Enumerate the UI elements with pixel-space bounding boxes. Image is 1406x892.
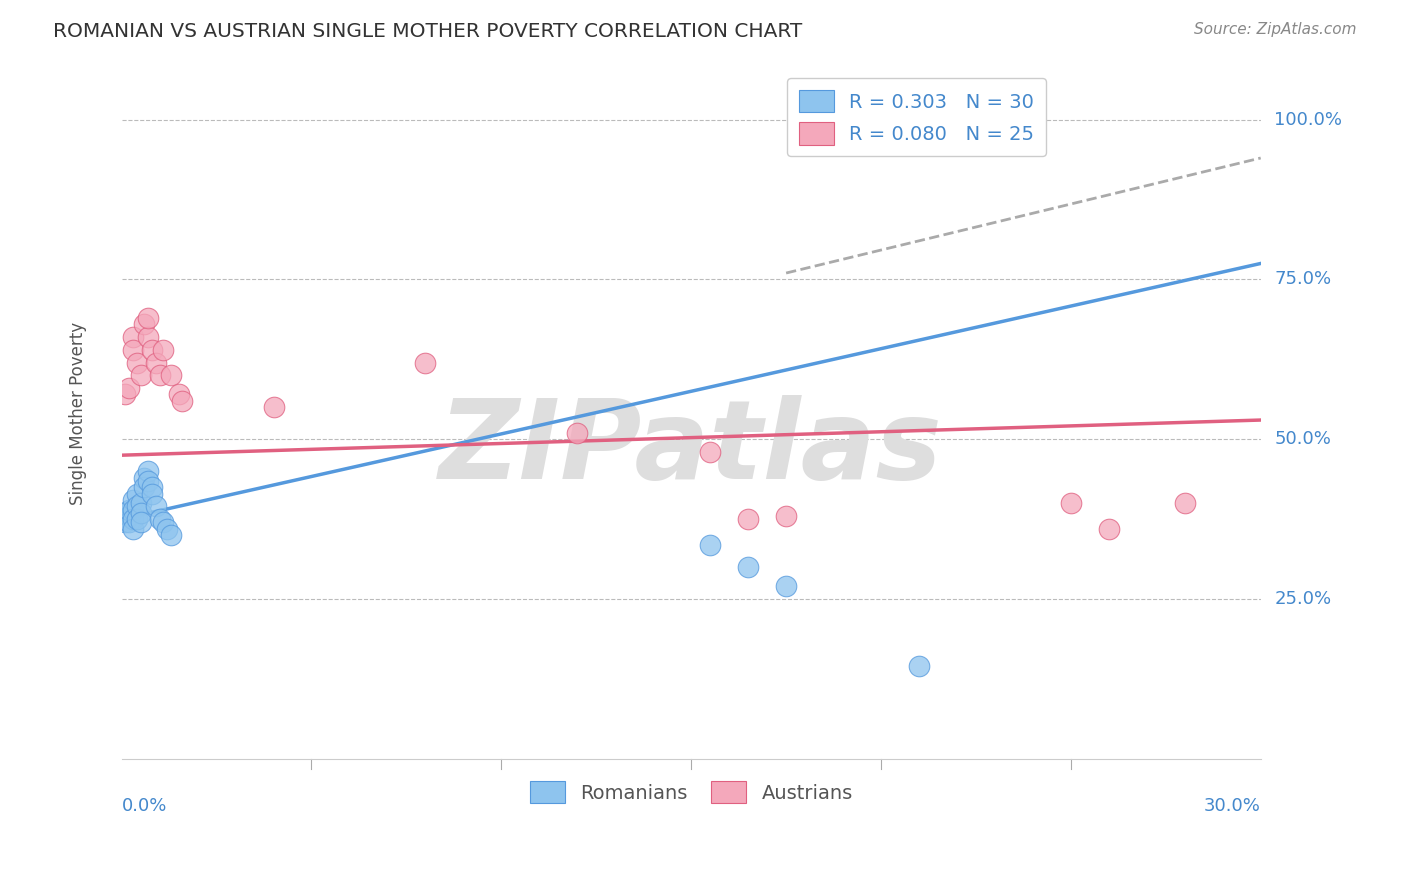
Text: 75.0%: 75.0% (1274, 270, 1331, 288)
Point (145, 355, 167, 369)
Point (134, 470, 156, 484)
Point (141, 486, 163, 500)
Point (125, 500, 148, 514)
Point (167, 387, 190, 401)
Text: 50.0%: 50.0% (1274, 430, 1331, 448)
Point (136, 474, 159, 488)
Point (114, 516, 136, 530)
Point (118, 508, 141, 523)
Point (129, 368, 152, 383)
Text: 0.0%: 0.0% (122, 797, 167, 814)
Point (122, 522, 145, 536)
Point (149, 368, 172, 383)
Point (1098, 522, 1121, 536)
Point (699, 445, 721, 459)
Point (122, 330, 145, 344)
Point (129, 516, 152, 530)
Legend: Romanians, Austrians: Romanians, Austrians (522, 773, 860, 811)
Point (114, 506, 136, 520)
Text: Single Mother Poverty: Single Mother Poverty (69, 322, 87, 505)
Point (122, 512, 145, 526)
Point (118, 502, 141, 516)
Point (136, 310, 159, 325)
Point (125, 512, 148, 526)
Point (114, 387, 136, 401)
Point (141, 343, 163, 357)
Point (160, 528, 183, 542)
Point (567, 425, 589, 440)
Point (122, 492, 145, 507)
Point (737, 560, 759, 574)
Point (141, 480, 163, 494)
Point (415, 355, 437, 369)
Point (149, 512, 172, 526)
Point (129, 496, 152, 510)
Point (152, 343, 174, 357)
Text: ROMANIAN VS AUSTRIAN SINGLE MOTHER POVERTY CORRELATION CHART: ROMANIAN VS AUSTRIAN SINGLE MOTHER POVER… (53, 22, 803, 41)
Point (172, 393, 194, 408)
Point (1174, 496, 1197, 510)
Point (122, 502, 145, 516)
Point (129, 506, 152, 520)
Text: ZIPatlas: ZIPatlas (439, 394, 943, 501)
Point (775, 579, 797, 593)
Point (737, 512, 759, 526)
Point (156, 522, 179, 536)
Point (134, 317, 156, 331)
Point (152, 516, 174, 530)
Point (699, 538, 721, 552)
Point (136, 464, 159, 478)
Point (1060, 496, 1083, 510)
Text: 100.0%: 100.0% (1274, 111, 1343, 128)
Text: 30.0%: 30.0% (1204, 797, 1261, 814)
Point (122, 343, 145, 357)
Point (134, 480, 156, 494)
Point (908, 659, 931, 673)
Point (125, 486, 148, 500)
Point (125, 355, 148, 369)
Point (145, 500, 167, 514)
Point (775, 508, 797, 523)
Text: 25.0%: 25.0% (1274, 590, 1331, 608)
Point (118, 516, 141, 530)
Point (160, 368, 183, 383)
Point (118, 381, 141, 395)
Point (263, 401, 285, 415)
Text: Source: ZipAtlas.com: Source: ZipAtlas.com (1194, 22, 1357, 37)
Point (136, 330, 159, 344)
